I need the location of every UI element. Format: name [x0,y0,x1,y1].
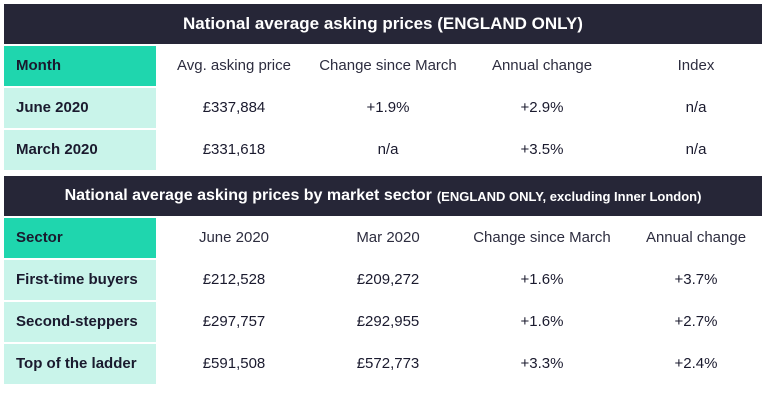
table1-header-index: Index [620,46,768,86]
table1-header-annual: Annual change [466,46,618,86]
table2-header-june: June 2020 [158,218,310,258]
row-label: Top of the ladder [4,344,156,384]
cell: +1.6% [466,260,618,300]
cell: +1.9% [312,88,464,128]
table1: Month Avg. asking price Change since Mar… [2,44,768,172]
cell: £337,884 [158,88,310,128]
cell: £591,508 [158,344,310,384]
cell: n/a [620,130,768,170]
row-label: Second-steppers [4,302,156,342]
table1-header-change: Change since March [312,46,464,86]
table2-header-sector: Sector [4,218,156,258]
table-row: Top of the ladder £591,508 £572,773 +3.3… [4,344,768,384]
table2-subtitle: (ENGLAND ONLY, excluding Inner London) [436,188,702,204]
cell: £297,757 [158,302,310,342]
table2: Sector June 2020 Mar 2020 Change since M… [2,216,768,386]
table-row: March 2020 £331,618 n/a +3.5% n/a [4,130,768,170]
row-label: June 2020 [4,88,156,128]
table2-header-mar: Mar 2020 [312,218,464,258]
cell: £331,618 [158,130,310,170]
cell: +2.4% [620,344,768,384]
table2-title-text: National average asking prices by market… [64,187,432,204]
cell: +3.3% [466,344,618,384]
row-label: First-time buyers [4,260,156,300]
row-label: March 2020 [4,130,156,170]
table1-header-row: Month Avg. asking price Change since Mar… [4,46,768,86]
cell: +3.7% [620,260,768,300]
cell: £292,955 [312,302,464,342]
table2-title: National average asking prices by market… [4,176,762,216]
table2-header-annual: Annual change [620,218,768,258]
cell: +2.9% [466,88,618,128]
table1-header-price: Avg. asking price [158,46,310,86]
table-row: First-time buyers £212,528 £209,272 +1.6… [4,260,768,300]
table-row: June 2020 £337,884 +1.9% +2.9% n/a [4,88,768,128]
cell: £209,272 [312,260,464,300]
table-row: Second-steppers £297,757 £292,955 +1.6% … [4,302,768,342]
cell: +3.5% [466,130,618,170]
cell: +2.7% [620,302,768,342]
cell: n/a [620,88,768,128]
table1-header-month: Month [4,46,156,86]
cell: +1.6% [466,302,618,342]
table2-header-row: Sector June 2020 Mar 2020 Change since M… [4,218,768,258]
cell: £572,773 [312,344,464,384]
table2-header-change: Change since March [466,218,618,258]
cell: £212,528 [158,260,310,300]
table1-title-text: National average asking prices (ENGLAND … [183,14,583,33]
price-tables: National average asking prices (ENGLAND … [4,4,768,386]
cell: n/a [312,130,464,170]
table1-title: National average asking prices (ENGLAND … [4,4,762,44]
